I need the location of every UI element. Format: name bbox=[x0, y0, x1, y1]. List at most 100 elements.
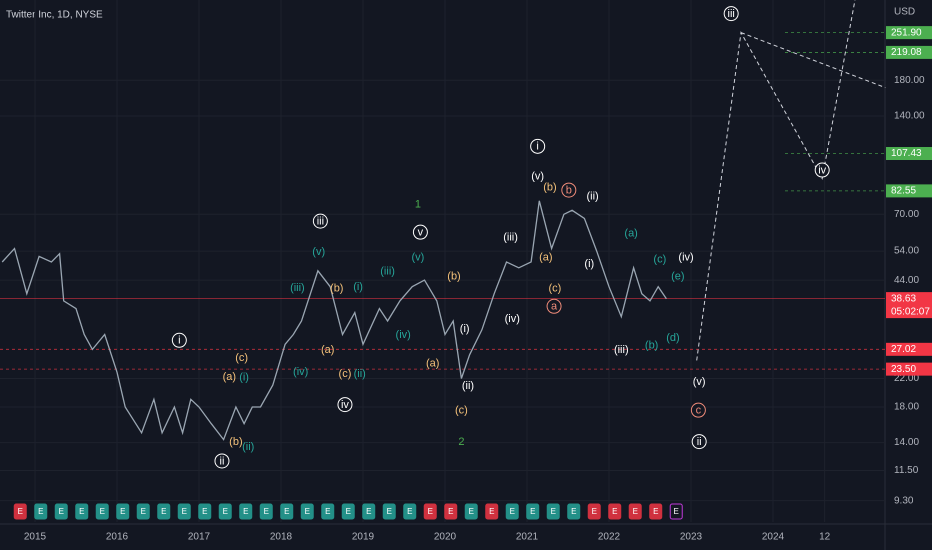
price-label-box bbox=[886, 147, 932, 161]
y-tick-label: 140.00 bbox=[894, 111, 925, 122]
wave-label: i bbox=[178, 335, 180, 347]
x-tick-label: 2024 bbox=[762, 532, 785, 543]
wave-label: (e) bbox=[671, 271, 684, 283]
y-tick-label: 11.50 bbox=[894, 465, 919, 476]
wave-label: (b) bbox=[447, 271, 460, 283]
wave-label: (d) bbox=[666, 332, 679, 344]
earnings-label: E bbox=[38, 507, 43, 516]
earnings-marker bbox=[95, 503, 109, 520]
wave-label: (a) bbox=[223, 371, 236, 383]
earnings-marker bbox=[546, 503, 560, 520]
earnings-marker bbox=[649, 503, 663, 520]
wave-circle bbox=[171, 332, 187, 348]
price-label: 82.55 bbox=[891, 186, 916, 197]
earnings-marker bbox=[239, 503, 253, 520]
earnings-label: E bbox=[407, 507, 412, 516]
chart-title: Twitter Inc, 1D, NYSE bbox=[6, 10, 103, 21]
wave-label: iii bbox=[728, 8, 735, 20]
wave-label: v bbox=[418, 227, 424, 239]
wave-label: (c) bbox=[548, 283, 561, 295]
wave-label: ii bbox=[697, 436, 702, 448]
earnings-marker bbox=[567, 503, 581, 520]
earnings-marker bbox=[403, 503, 417, 520]
price-line bbox=[696, 0, 856, 361]
earnings-label: E bbox=[571, 507, 576, 516]
wave-label: (a) bbox=[624, 228, 637, 240]
earnings-marker bbox=[136, 503, 150, 520]
y-tick-label: 18.00 bbox=[894, 402, 919, 413]
price-label: 107.43 bbox=[891, 148, 922, 159]
wave-label: (i) bbox=[239, 372, 249, 384]
y-tick-label: 54.00 bbox=[894, 246, 919, 257]
x-tick-label: 2017 bbox=[188, 532, 211, 543]
earnings-label: E bbox=[120, 507, 125, 516]
countdown: 05:02:07 bbox=[891, 306, 930, 317]
price-label-box bbox=[886, 342, 932, 356]
wave-label: iv bbox=[818, 164, 826, 176]
earnings-label: E bbox=[387, 507, 392, 516]
x-tick-label: 2021 bbox=[516, 532, 539, 543]
y-unit: USD bbox=[894, 7, 915, 18]
y-tick-label: 180.00 bbox=[894, 75, 925, 86]
wave-label: (ii) bbox=[354, 368, 366, 380]
earnings-marker bbox=[382, 503, 396, 520]
earnings-label: E bbox=[612, 507, 617, 516]
earnings-marker bbox=[218, 503, 232, 520]
earnings-marker bbox=[608, 503, 622, 520]
earnings-marker bbox=[341, 503, 355, 520]
y-tick-label: 9.30 bbox=[894, 495, 914, 506]
earnings-label: E bbox=[592, 507, 597, 516]
wave-circle bbox=[814, 162, 830, 178]
wave-label: (iii) bbox=[290, 282, 305, 294]
wave-circle bbox=[690, 402, 706, 418]
earnings-label: E bbox=[284, 507, 289, 516]
x-tick-label: 2015 bbox=[24, 532, 47, 543]
wave-label: (iv) bbox=[396, 329, 411, 341]
price-label-box bbox=[886, 45, 932, 59]
earnings-marker bbox=[259, 503, 273, 520]
earnings-label: E bbox=[428, 507, 433, 516]
wave-label: (c) bbox=[339, 368, 352, 380]
wave-label: (iv) bbox=[505, 313, 520, 325]
earnings-marker bbox=[669, 503, 683, 520]
price-label-box bbox=[886, 362, 932, 376]
earnings-label: E bbox=[674, 507, 679, 516]
price-label: 27.02 bbox=[891, 344, 916, 355]
earnings-label: E bbox=[325, 507, 330, 516]
wave-label: (c) bbox=[653, 254, 666, 266]
wave-label: (iv) bbox=[293, 366, 308, 378]
price-label: 251.90 bbox=[891, 27, 922, 38]
earnings-marker bbox=[177, 503, 191, 520]
earnings-label: E bbox=[551, 507, 556, 516]
y-tick-label: 44.00 bbox=[894, 275, 919, 286]
x-tick-label: 2019 bbox=[352, 532, 375, 543]
wave-label: 1 bbox=[415, 199, 421, 211]
wave-label: b bbox=[566, 185, 572, 197]
wave-circle bbox=[312, 213, 328, 229]
wave-circle bbox=[412, 224, 428, 240]
wave-label: (iii) bbox=[503, 232, 518, 244]
price-label-box bbox=[886, 292, 932, 319]
wave-circle bbox=[546, 298, 562, 314]
earnings-marker bbox=[423, 503, 437, 520]
wave-label: (ii) bbox=[586, 190, 598, 202]
wave-label: (i) bbox=[584, 258, 594, 270]
earnings-label: E bbox=[264, 507, 269, 516]
earnings-label: E bbox=[305, 507, 310, 516]
earnings-label: E bbox=[633, 507, 638, 516]
wave-label: (c) bbox=[455, 405, 468, 417]
earnings-label: E bbox=[346, 507, 351, 516]
earnings-label: E bbox=[366, 507, 371, 516]
earnings-marker bbox=[628, 503, 642, 520]
wave-label: i bbox=[536, 141, 538, 153]
wave-label: (ii) bbox=[462, 380, 474, 392]
earnings-marker bbox=[54, 503, 68, 520]
earnings-marker bbox=[280, 503, 294, 520]
wave-label: iii bbox=[317, 216, 324, 228]
x-tick-label: 2018 bbox=[270, 532, 293, 543]
earnings-label: E bbox=[653, 507, 658, 516]
price-label: 219.08 bbox=[891, 47, 922, 58]
wave-circle bbox=[723, 6, 739, 22]
price-line bbox=[740, 32, 886, 89]
